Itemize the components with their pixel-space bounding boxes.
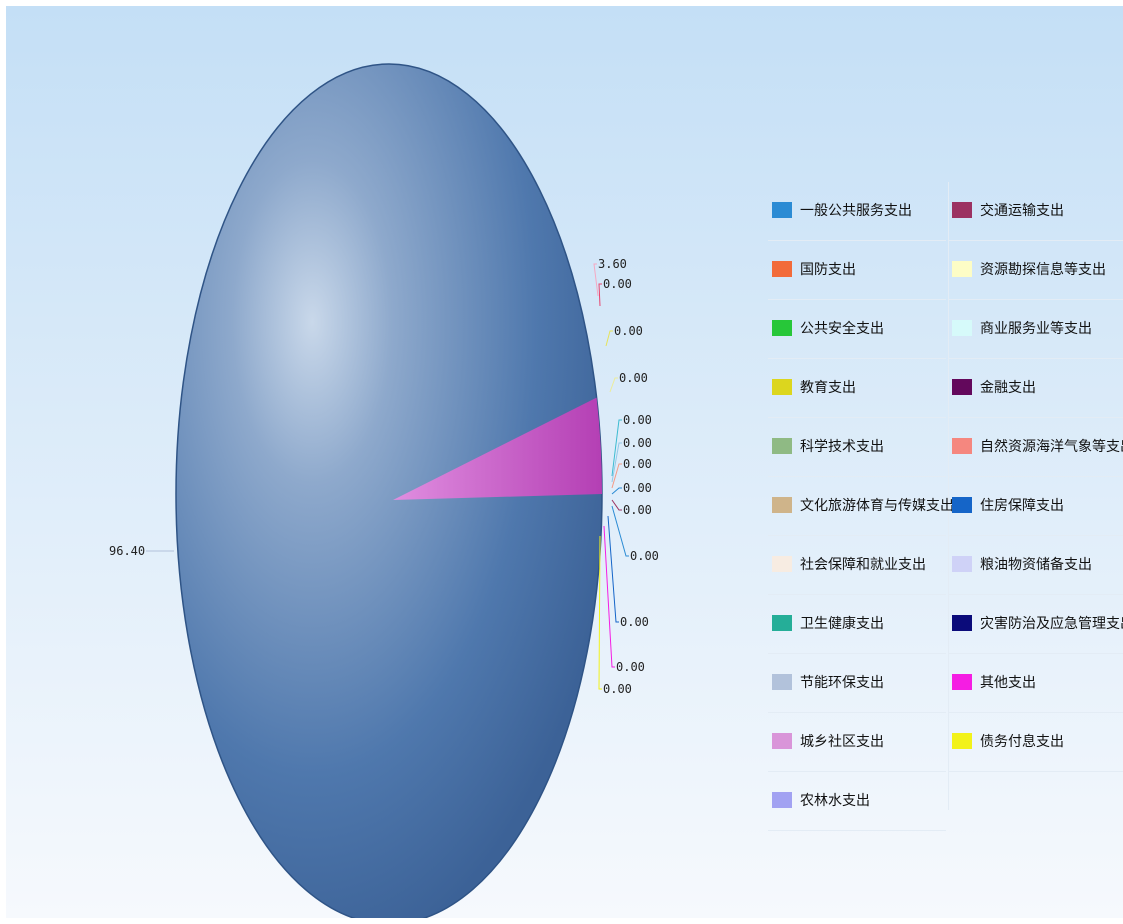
legend-swatch (772, 733, 792, 749)
legend-item[interactable]: 商业服务业等支出 (948, 300, 1123, 359)
legend-label: 卫生健康支出 (800, 616, 884, 632)
legend-label: 文化旅游体育与传媒支出 (800, 498, 954, 514)
legend-item[interactable]: 其他支出 (948, 654, 1123, 713)
legend-label: 商业服务业等支出 (980, 321, 1092, 337)
legend-swatch (772, 556, 792, 572)
data-label: 0.00 (603, 277, 632, 291)
legend-label: 资源勘探信息等支出 (980, 262, 1106, 278)
data-label: 0.00 (616, 660, 645, 674)
legend-swatch (952, 674, 972, 690)
leader-line (611, 419, 622, 477)
legend-swatch (772, 202, 792, 218)
data-label: 0.00 (619, 371, 648, 385)
leader-line (611, 463, 622, 489)
pie-chart: 3.60 0.00 0.00 0.00 0.00 0.00 0.00 0.00 0.00 0.00… (109, 63, 659, 918)
legend-swatch (952, 733, 972, 749)
legend-label: 交通运输支出 (980, 203, 1064, 219)
legend-item[interactable]: 农林水支出 (768, 772, 946, 831)
legend-swatch (772, 497, 792, 513)
legend-swatch (952, 497, 972, 513)
data-label: 0.00 (614, 324, 643, 338)
legend-label: 国防支出 (800, 262, 856, 278)
legend-item[interactable]: 住房保障支出 (948, 477, 1123, 536)
legend-swatch (952, 379, 972, 395)
data-label: 0.00 (603, 682, 632, 696)
leader-line (611, 505, 629, 557)
legend-label: 教育支出 (800, 380, 856, 396)
legend-column-1: 一般公共服务支出 国防支出公共安全支出 教育支出科学技术支出文化旅游体育与传媒支出社… (768, 182, 954, 831)
legend-label: 一般公共服务支出 (800, 203, 912, 219)
leader-line (607, 515, 619, 623)
leader-line (593, 263, 599, 297)
legend-item[interactable]: 国防支出 (768, 241, 946, 300)
legend-label: 社会保障和就业支出 (800, 557, 926, 573)
data-label: 0.00 (630, 549, 659, 563)
leader-line (609, 377, 618, 393)
chart-area: 3.60 0.00 0.00 0.00 0.00 0.00 0.00 0.00 0.00 0.00… (6, 6, 1123, 918)
legend-item[interactable]: 公共安全支出 (768, 300, 946, 359)
legend-swatch (952, 615, 972, 631)
legend-label: 灾害防治及应急管理支出 (980, 616, 1123, 632)
legend-swatch (772, 674, 792, 690)
legend-label: 科学技术支出 (800, 439, 884, 455)
legend-swatch (772, 792, 792, 808)
legend-item[interactable]: 交通运输支出 (948, 182, 1123, 241)
legend-label: 公共安全支出 (800, 321, 884, 337)
legend-label: 自然资源海洋气象等支出 (980, 439, 1123, 455)
legend-label: 城乡社区支出 (800, 734, 884, 750)
legend-swatch (952, 438, 972, 454)
legend-label: 其他支出 (980, 675, 1036, 691)
legend-item[interactable]: 一般公共服务支出 (768, 182, 946, 241)
legend-item[interactable]: 教育支出 (768, 359, 946, 418)
leader-line (605, 330, 613, 347)
legend-item[interactable]: 卫生健康支出 (768, 595, 946, 654)
legend-item[interactable]: 社会保障和就业支出 (768, 536, 946, 595)
legend-label: 节能环保支出 (800, 675, 884, 691)
legend-swatch (772, 379, 792, 395)
legend-item[interactable]: 资源勘探信息等支出 (948, 241, 1123, 300)
legend-item[interactable]: 文化旅游体育与传媒支出 (768, 477, 954, 536)
legend-swatch (772, 615, 792, 631)
data-label: 96.40 (109, 544, 145, 558)
data-label: 0.00 (623, 503, 652, 517)
legend-label: 债务付息支出 (980, 734, 1064, 750)
leader-line (611, 442, 622, 483)
legend-item[interactable]: 自然资源海洋气象等支出 (948, 418, 1123, 477)
legend-label: 农林水支出 (800, 793, 870, 809)
pie-slice-城乡社区支出 (393, 397, 602, 500)
legend-item[interactable]: 债务付息支出 (948, 713, 1123, 772)
data-label: 0.00 (623, 457, 652, 471)
legend-swatch (952, 202, 972, 218)
data-label: 0.00 (623, 413, 652, 427)
data-label: 0.00 (623, 481, 652, 495)
legend-swatch (772, 320, 792, 336)
legend-swatch (772, 438, 792, 454)
legend-swatch (952, 320, 972, 336)
legend-item[interactable]: 节能环保支出 (768, 654, 946, 713)
leader-line (598, 283, 602, 307)
leader-line (598, 535, 602, 690)
data-label: 3.60 (598, 257, 627, 271)
legend-swatch (772, 261, 792, 277)
legend-divider (948, 182, 949, 810)
legend-item[interactable]: 粮油物资储备支出 (948, 536, 1123, 595)
legend-item[interactable]: 科学技术支出 (768, 418, 946, 477)
legend-swatch (952, 261, 972, 277)
legend-item[interactable]: 城乡社区支出 (768, 713, 946, 772)
leader-line (603, 525, 615, 668)
legend-item[interactable]: 灾害防治及应急管理支出 (948, 595, 1123, 654)
legend-label: 粮油物资储备支出 (980, 557, 1092, 573)
legend-swatch (952, 556, 972, 572)
data-label: 0.00 (620, 615, 649, 629)
leader-line (611, 499, 622, 511)
legend-item[interactable]: 金融支出 (948, 359, 1123, 418)
legend-column-2: 交通运输支出资源勘探信息等支出 商业服务业等支出 金融支出自然资源海洋气象等支出 住房… (948, 182, 1123, 772)
data-label: 0.00 (623, 436, 652, 450)
legend-label: 住房保障支出 (980, 498, 1064, 514)
leader-line (611, 487, 622, 495)
legend-label: 金融支出 (980, 380, 1036, 396)
